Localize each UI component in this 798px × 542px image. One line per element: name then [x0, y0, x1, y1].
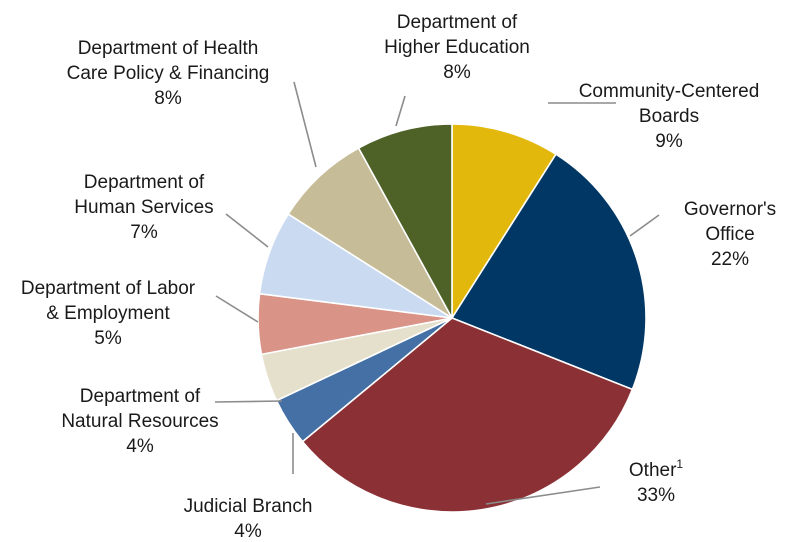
slice-name-line: Department of [397, 12, 518, 33]
slice-label-department-of-higher-education-8: Department of Higher Education 8% [384, 12, 530, 83]
slice-name-line: Department of [84, 172, 205, 193]
slice-name-line: Governor's [684, 199, 776, 220]
leader-line-department-of-human-services-6 [225, 213, 269, 248]
slice-label-department-of-labor-employment-5: Department of Labor & Employment 5% [21, 278, 196, 349]
slice-label-other-2: Other1 33% [629, 457, 684, 506]
leader-line-governor-s-office-1 [629, 214, 660, 237]
pie-slices [257, 123, 647, 513]
slice-percent-label: 4% [234, 521, 262, 542]
slice-name-line: Department of Health [78, 38, 259, 59]
slice-percent-label: 4% [126, 436, 154, 457]
slice-label-community-centered-boards-0: Community-Centered Boards 9% [579, 81, 760, 152]
slice-label-department-of-human-services-6: Department of Human Services 7% [74, 172, 213, 243]
slice-name-line: Boards [639, 106, 699, 127]
slice-name-line: Judicial Branch [184, 496, 313, 517]
leader-line-department-of-health-care-policy-financing-7 [293, 81, 317, 168]
slice-name-line: Office [705, 224, 754, 245]
slice-name-line: Higher Education [384, 37, 530, 58]
slice-label-judicial-branch-3: Judicial Branch 4% [184, 496, 313, 542]
slice-name-line: Department of [80, 386, 201, 407]
slice-percent-label: 9% [655, 131, 683, 152]
slice-percent-label: 33% [637, 485, 675, 506]
pie-slice-department-of-health-care-policy-financing-7 [287, 146, 453, 319]
slice-name-line: Human Services [74, 197, 213, 218]
slice-name-line: Department of Labor [21, 278, 196, 299]
slice-name-line: Care Policy & Financing [67, 63, 270, 84]
slice-labels: Community-Centered Boards 9% Governor's Offi… [21, 12, 776, 542]
pie-slice-other-2 [301, 317, 634, 513]
slice-label-governor-s-office-1: Governor's Office 22% [684, 199, 776, 270]
slice-name-line: & Employment [46, 303, 170, 324]
slice-percent-label: 7% [130, 222, 158, 243]
slice-label-department-of-natural-resources-4: Department of Natural Resources 4% [61, 386, 218, 457]
slice-label-department-of-health-care-policy-financing-7: Department of Health Care Policy & Financ… [67, 38, 270, 109]
slice-percent-label: 22% [711, 249, 749, 270]
slice-name-line: Natural Resources [61, 411, 218, 432]
leader-line-department-of-labor-employment-5 [215, 295, 259, 323]
slice-percent-label: 8% [443, 62, 471, 83]
slice-name-line: Other [629, 460, 677, 481]
pie-slice-community-centered-boards-0 [451, 123, 558, 321]
leader-line-other-2 [485, 486, 601, 505]
pie-slice-governor-s-office-1 [450, 153, 647, 391]
pie-slice-department-of-higher-education-8 [357, 123, 453, 319]
leader-line-department-of-natural-resources-4 [214, 400, 283, 403]
footnote-marker: 1 [676, 457, 683, 471]
leader-line-department-of-higher-education-8 [395, 95, 406, 127]
slice-percent-label: 8% [154, 88, 182, 109]
slice-name-line: Community-Centered [579, 81, 760, 102]
leader-lines [214, 81, 660, 505]
slice-percent-label: 5% [94, 328, 122, 349]
